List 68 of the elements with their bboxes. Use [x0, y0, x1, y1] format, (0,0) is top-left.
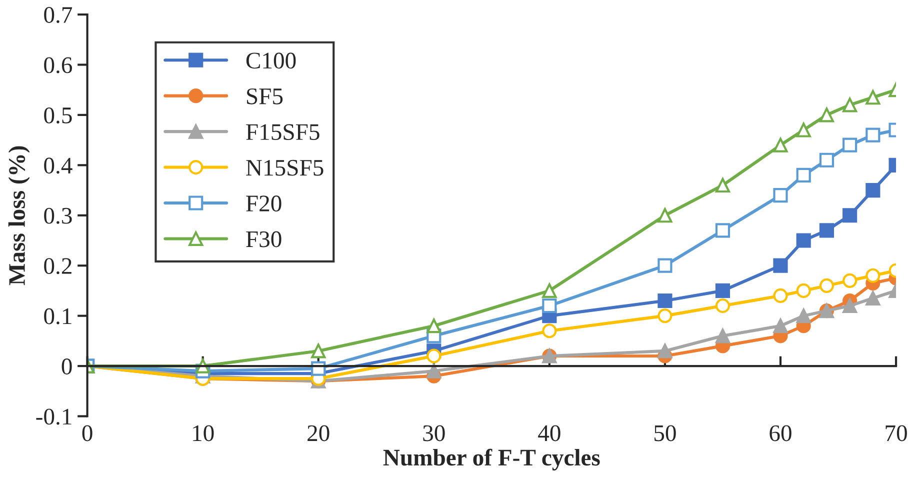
point — [426, 348, 442, 364]
point — [796, 283, 811, 298]
y-tick-label: 0.2 — [44, 258, 72, 274]
point — [796, 233, 811, 248]
point — [426, 318, 442, 334]
y-tick-label: 0.6 — [44, 57, 72, 74]
x-tick-label: 10 — [193, 425, 214, 442]
point — [866, 182, 880, 198]
point — [311, 361, 326, 376]
point — [542, 298, 557, 314]
point — [715, 178, 730, 193]
point — [773, 288, 788, 304]
point — [866, 290, 880, 306]
y-tick-label: 0 — [62, 358, 72, 374]
point — [542, 324, 557, 338]
x-tick-label: 30 — [423, 425, 445, 442]
point — [715, 283, 730, 298]
point — [773, 318, 788, 334]
point — [819, 152, 834, 168]
point — [866, 268, 880, 283]
point — [196, 358, 210, 374]
x-tick-label: 50 — [654, 425, 676, 442]
x-tick-label: 40 — [538, 425, 560, 442]
point — [842, 138, 858, 152]
point — [842, 208, 858, 223]
point — [715, 223, 730, 238]
point — [658, 208, 672, 223]
y-tick-label: 0.7 — [44, 7, 72, 24]
legend-label: SF5 — [247, 88, 283, 104]
point — [819, 223, 834, 238]
point — [542, 283, 557, 298]
point — [773, 258, 788, 273]
legend-label: C100 — [246, 52, 296, 69]
legend-label: F15SF5 — [246, 124, 320, 140]
x-tick-label: 60 — [770, 425, 792, 442]
point — [658, 258, 672, 273]
point — [658, 344, 672, 358]
point — [842, 298, 858, 314]
point — [658, 308, 672, 324]
legend-label: F20 — [246, 196, 282, 212]
x-tick-label: 70 — [886, 425, 907, 442]
y-tick-label: 0.5 — [44, 107, 72, 124]
point — [796, 168, 811, 183]
point — [715, 298, 730, 314]
point — [819, 108, 834, 122]
point — [796, 122, 811, 138]
x-axis-title: Number of F-T cycles — [383, 448, 600, 470]
x-tick-label: 20 — [308, 425, 330, 442]
point — [311, 344, 326, 358]
point — [658, 293, 672, 308]
y-tick-label: 0.4 — [44, 158, 72, 174]
point — [866, 128, 880, 142]
point — [842, 98, 858, 112]
point — [819, 278, 834, 293]
y-axis-title: Mass loss (%) — [8, 146, 30, 286]
y-tick-label: -0.1 — [36, 408, 72, 425]
point — [842, 273, 858, 288]
legend-label: N15SF5 — [246, 160, 324, 176]
point — [866, 90, 880, 105]
point — [773, 188, 788, 203]
y-tick-label: 0.3 — [44, 208, 72, 224]
x-tick-label: 0 — [82, 425, 92, 442]
point — [796, 308, 811, 324]
legend-label: F30 — [246, 231, 282, 248]
point — [773, 138, 788, 152]
point — [715, 328, 730, 344]
y-tick-label: 0.1 — [44, 308, 72, 324]
point — [426, 364, 442, 378]
